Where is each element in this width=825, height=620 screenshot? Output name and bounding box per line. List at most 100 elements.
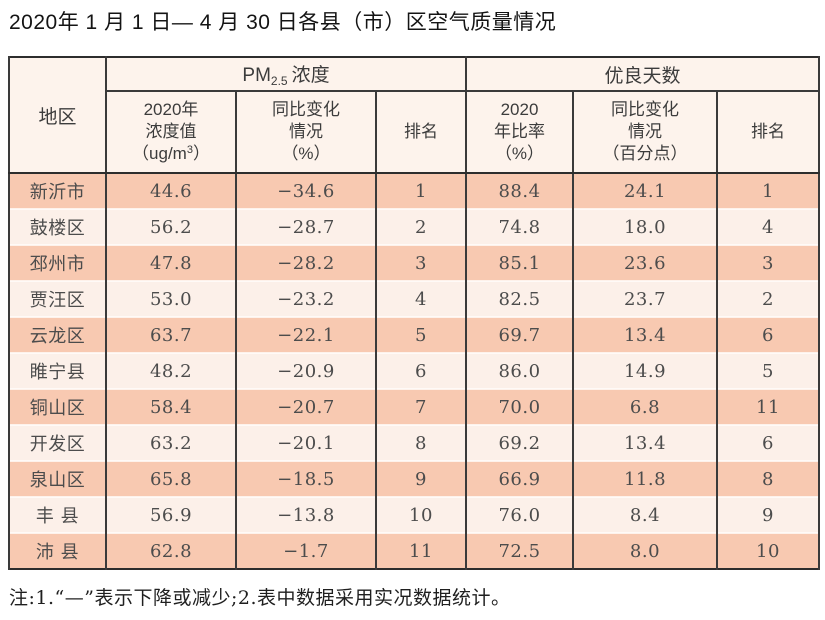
good-change-cell: 8.0 [572, 532, 718, 570]
pm-change-cell: −18.5 [235, 460, 377, 498]
table-row: 云龙区 63.7 −22.1 5 69.7 13.4 6 [8, 316, 821, 354]
good-rate-cell: 69.7 [465, 316, 574, 354]
table-row: 泉山区 65.8 −18.5 9 66.9 11.8 8 [8, 460, 821, 498]
pm-change-cell: −1.7 [235, 532, 377, 570]
pm-change-cell: −28.2 [235, 244, 377, 282]
pm-rank-cell: 8 [375, 424, 467, 462]
region-cell: 沛 县 [8, 532, 107, 570]
region-cell: 开发区 [8, 424, 107, 462]
good-change-cell: 8.4 [572, 496, 718, 534]
col-header-pm-value: 2020年 浓度值 （ug/m3） [105, 91, 237, 175]
pm-value-cell: 53.0 [105, 280, 237, 318]
pm-rank-cell: 10 [375, 496, 467, 534]
pm-value-cell: 58.4 [105, 388, 237, 426]
header-group-row: 地区 PM2.5 浓度 优良天数 [8, 57, 821, 175]
good-rate-cell: 66.9 [465, 460, 574, 498]
pm-value-cell: 65.8 [105, 460, 237, 498]
page-title: 2020年 1 月 1 日— 4 月 30 日各县（市）区空气质量情况 [9, 11, 557, 34]
table-row: 睢宁县 48.2 −20.9 6 86.0 14.9 5 [8, 352, 821, 390]
region-cell: 邳州市 [8, 244, 107, 282]
pm-rank-cell: 3 [375, 244, 467, 282]
good-rank-cell: 6 [715, 424, 821, 462]
good-rank-cell: 6 [715, 316, 821, 354]
region-cell: 云龙区 [8, 316, 107, 354]
pm-rank-cell: 4 [375, 280, 467, 318]
header-line: 2020年 [143, 100, 199, 120]
good-rate-cell: 88.4 [465, 173, 574, 210]
pm-rank-cell: 5 [375, 316, 467, 354]
good-rank-cell: 11 [715, 388, 821, 426]
table-row: 鼓楼区 56.2 −28.7 2 74.8 18.0 4 [8, 208, 821, 246]
region-cell: 新沂市 [8, 173, 107, 210]
header-line: （%） [494, 144, 545, 164]
pm-change-cell: −20.9 [235, 352, 377, 390]
good-change-cell: 23.6 [572, 244, 718, 282]
good-change-cell: 14.9 [572, 352, 718, 390]
header-line: 情况 [289, 122, 323, 142]
region-cell: 鼓楼区 [8, 208, 107, 246]
region-cell: 贾汪区 [8, 280, 107, 318]
pm-change-cell: −23.2 [235, 280, 377, 318]
col-header-good-rank: 排名 [715, 91, 821, 175]
pm-change-cell: −28.7 [235, 208, 377, 246]
header-line: （%） [281, 144, 331, 164]
pm-rank-cell: 6 [375, 352, 467, 390]
table-body: 新沂市 44.6 −34.6 1 88.4 24.1 1 鼓楼区 56.2 −28.7 2 74.8 1… [8, 173, 821, 570]
header-line: 情况 [628, 122, 662, 142]
pm-rank-cell: 7 [375, 388, 467, 426]
header-sub-row: 2020年 浓度值 （ug/m3） 同比变化 情况 （%） 排名 2020 年比… [9, 91, 821, 175]
good-rank-cell: 8 [715, 460, 821, 498]
col-group-good-days: 优良天数 [464, 57, 821, 93]
good-rate-cell: 76.0 [465, 496, 574, 534]
header-line: 排名 [751, 122, 785, 142]
region-cell: 铜山区 [8, 388, 107, 426]
col-header-good-change: 同比变化 情况 （百分点） [572, 91, 718, 175]
good-change-cell: 13.4 [572, 316, 718, 354]
region-cell: 泉山区 [8, 460, 107, 498]
header-line: ） [192, 144, 210, 164]
good-rank-cell: 5 [715, 352, 821, 390]
pm-value-cell: 63.2 [105, 424, 237, 462]
region-cell: 丰 县 [8, 496, 107, 534]
table-row: 丰 县 56.9 −13.8 10 76.0 8.4 9 [8, 496, 821, 534]
table-header: 地区 PM2.5 浓度 优良天数 2020年 浓度值 （ug/m3） 同比变化 情… [8, 57, 821, 175]
pm-rank-cell: 9 [375, 460, 467, 498]
header-line: （百分点） [602, 144, 688, 164]
pm-change-cell: −22.1 [235, 316, 377, 354]
good-rank-cell: 4 [715, 208, 821, 246]
air-quality-table: 地区 PM2.5 浓度 优良天数 2020年 浓度值 （ug/m3） 同比变化 情… [8, 56, 821, 571]
col-group-pm25: PM2.5 浓度 [105, 57, 467, 93]
header-line: （ug/m [132, 144, 187, 164]
table-row: 沛 县 62.8 −1.7 11 72.5 8.0 10 [8, 532, 821, 570]
region-header-label: 地区 [38, 106, 77, 128]
pm-change-cell: −20.7 [235, 388, 377, 426]
pm-rank-cell: 11 [375, 532, 467, 570]
table-row: 邳州市 47.8 −28.2 3 85.1 23.6 3 [8, 244, 821, 282]
pm-value-cell: 44.6 [105, 173, 237, 210]
good-rate-cell: 69.2 [465, 424, 574, 462]
pm-value-cell: 62.8 [105, 532, 237, 570]
pm-value-cell: 63.7 [105, 316, 237, 354]
good-rate-cell: 86.0 [465, 352, 574, 390]
table-row: 铜山区 58.4 −20.7 7 70.0 6.8 11 [8, 388, 821, 426]
header-line: 浓度值 [145, 122, 197, 142]
pm-label: PM [242, 65, 271, 87]
col-header-good-rate: 2020 年比率 （%） [465, 91, 574, 175]
pm-value-cell: 48.2 [105, 352, 237, 390]
good-change-cell: 23.7 [572, 280, 718, 318]
col-header-region: 地区 [8, 57, 107, 175]
pm-change-cell: −13.8 [235, 496, 377, 534]
pm-rank-cell: 1 [375, 173, 467, 210]
good-rate-cell: 70.0 [465, 388, 574, 426]
pm-value-cell: 56.2 [105, 208, 237, 246]
good-rank-cell: 2 [715, 280, 821, 318]
col-header-pm-change: 同比变化 情况 （%） [235, 91, 377, 175]
header-line: 2020 [500, 100, 539, 120]
good-change-cell: 13.4 [572, 424, 718, 462]
header-line: 排名 [404, 122, 438, 142]
pm-change-cell: −20.1 [235, 424, 377, 462]
header-line: 同比变化 [272, 100, 340, 120]
good-change-cell: 6.8 [572, 388, 718, 426]
table-row: 开发区 63.2 −20.1 8 69.2 13.4 6 [8, 424, 821, 462]
